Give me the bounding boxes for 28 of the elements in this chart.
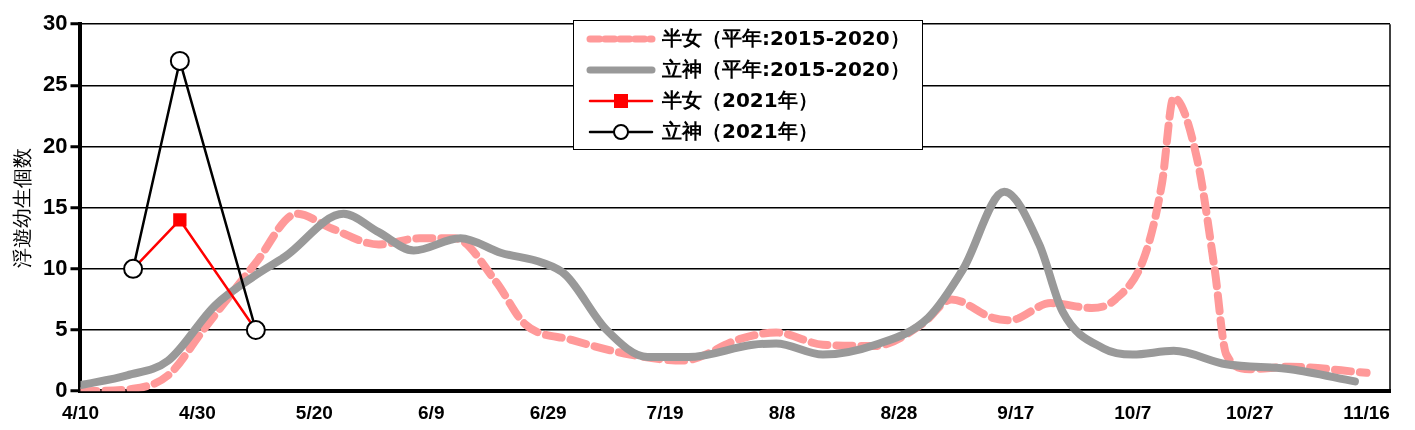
y-tick-label: 25 <box>42 71 68 97</box>
x-tick-label: 5/20 <box>295 401 333 423</box>
point <box>169 50 190 71</box>
y-axis-title: 浮遊幼生個数 <box>10 147 35 268</box>
x-tick-label: 10/7 <box>1114 401 1152 423</box>
x-tick-label: 11/16 <box>1343 401 1390 423</box>
legend-label: 半女（平年:2015-2020） <box>662 25 910 52</box>
point <box>123 258 144 279</box>
legend-label: 立神（2021年） <box>662 118 818 145</box>
point <box>245 320 266 341</box>
y-tick-label: 0 <box>55 377 68 403</box>
x-tick-label: 9/17 <box>997 401 1035 423</box>
x-tick-label: 7/19 <box>646 401 684 423</box>
x-tick-label: 4/30 <box>178 401 216 423</box>
x-tick-label: 6/9 <box>418 401 445 423</box>
y-tick-label: 20 <box>42 132 68 158</box>
x-tick-label: 4/10 <box>61 401 99 423</box>
y-tick-label: 30 <box>42 10 68 36</box>
y-tick-label: 15 <box>42 193 68 219</box>
legend-label: 半女（2021年） <box>662 87 818 114</box>
x-tick-label: 8/8 <box>768 401 796 423</box>
y-tick-label: 10 <box>42 254 68 280</box>
x-tick-label: 10/27 <box>1225 401 1274 423</box>
y-tick-label: 5 <box>55 316 68 342</box>
x-tick-label: 8/28 <box>880 401 918 423</box>
point <box>173 213 187 227</box>
x-tick-label: 6/29 <box>529 401 567 423</box>
legend-label: 立神（平年:2015-2020） <box>662 56 910 83</box>
